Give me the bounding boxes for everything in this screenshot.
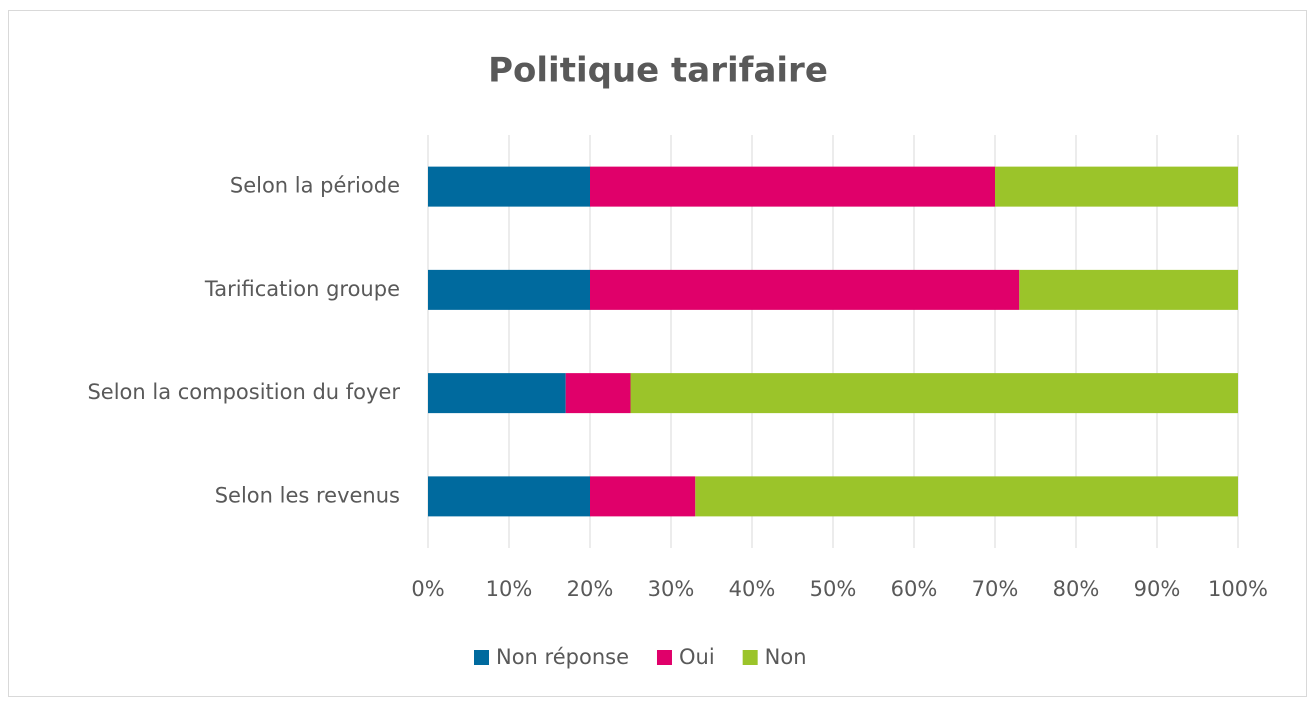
x-tick-label: 20% — [567, 577, 614, 601]
x-tick-label: 80% — [1053, 577, 1100, 601]
x-tick-label: 10% — [486, 577, 533, 601]
bar-segment — [565, 373, 631, 414]
x-tick-label: 90% — [1134, 577, 1181, 601]
bar-segment — [590, 166, 995, 207]
legend-label: Oui — [679, 645, 715, 669]
legend-label: Non réponse — [496, 645, 629, 669]
y-tick-label: Selon la composition du foyer — [87, 380, 400, 404]
y-tick-label: Tarification groupe — [204, 277, 400, 301]
x-tick-label: 40% — [729, 577, 776, 601]
bar-segment — [1019, 269, 1238, 310]
x-tick-label: 60% — [891, 577, 938, 601]
legend-label: Non — [765, 645, 807, 669]
chart-frame — [8, 10, 1307, 697]
bar-segment — [428, 476, 590, 517]
legend-swatch — [656, 650, 672, 665]
bar-segment — [428, 373, 566, 414]
y-tick-label: Selon les revenus — [215, 483, 400, 507]
bar-segment — [695, 476, 1238, 517]
bar-segment — [590, 269, 1020, 310]
bar-segment — [428, 166, 590, 207]
chart-title: Politique tarifaire — [488, 51, 828, 91]
x-tick-label: 70% — [972, 577, 1019, 601]
x-tick-label: 0% — [411, 577, 444, 601]
bar-segment — [630, 373, 1238, 414]
legend-swatch — [742, 650, 758, 665]
legend-swatch — [474, 650, 489, 665]
x-tick-label: 30% — [648, 577, 695, 601]
bar-segment — [428, 269, 590, 310]
x-tick-label: 50% — [810, 577, 857, 601]
y-tick-label: Selon la période — [230, 174, 400, 198]
x-tick-label: 100% — [1208, 577, 1268, 601]
bar-segment — [995, 166, 1238, 207]
bar-segment — [590, 476, 696, 517]
